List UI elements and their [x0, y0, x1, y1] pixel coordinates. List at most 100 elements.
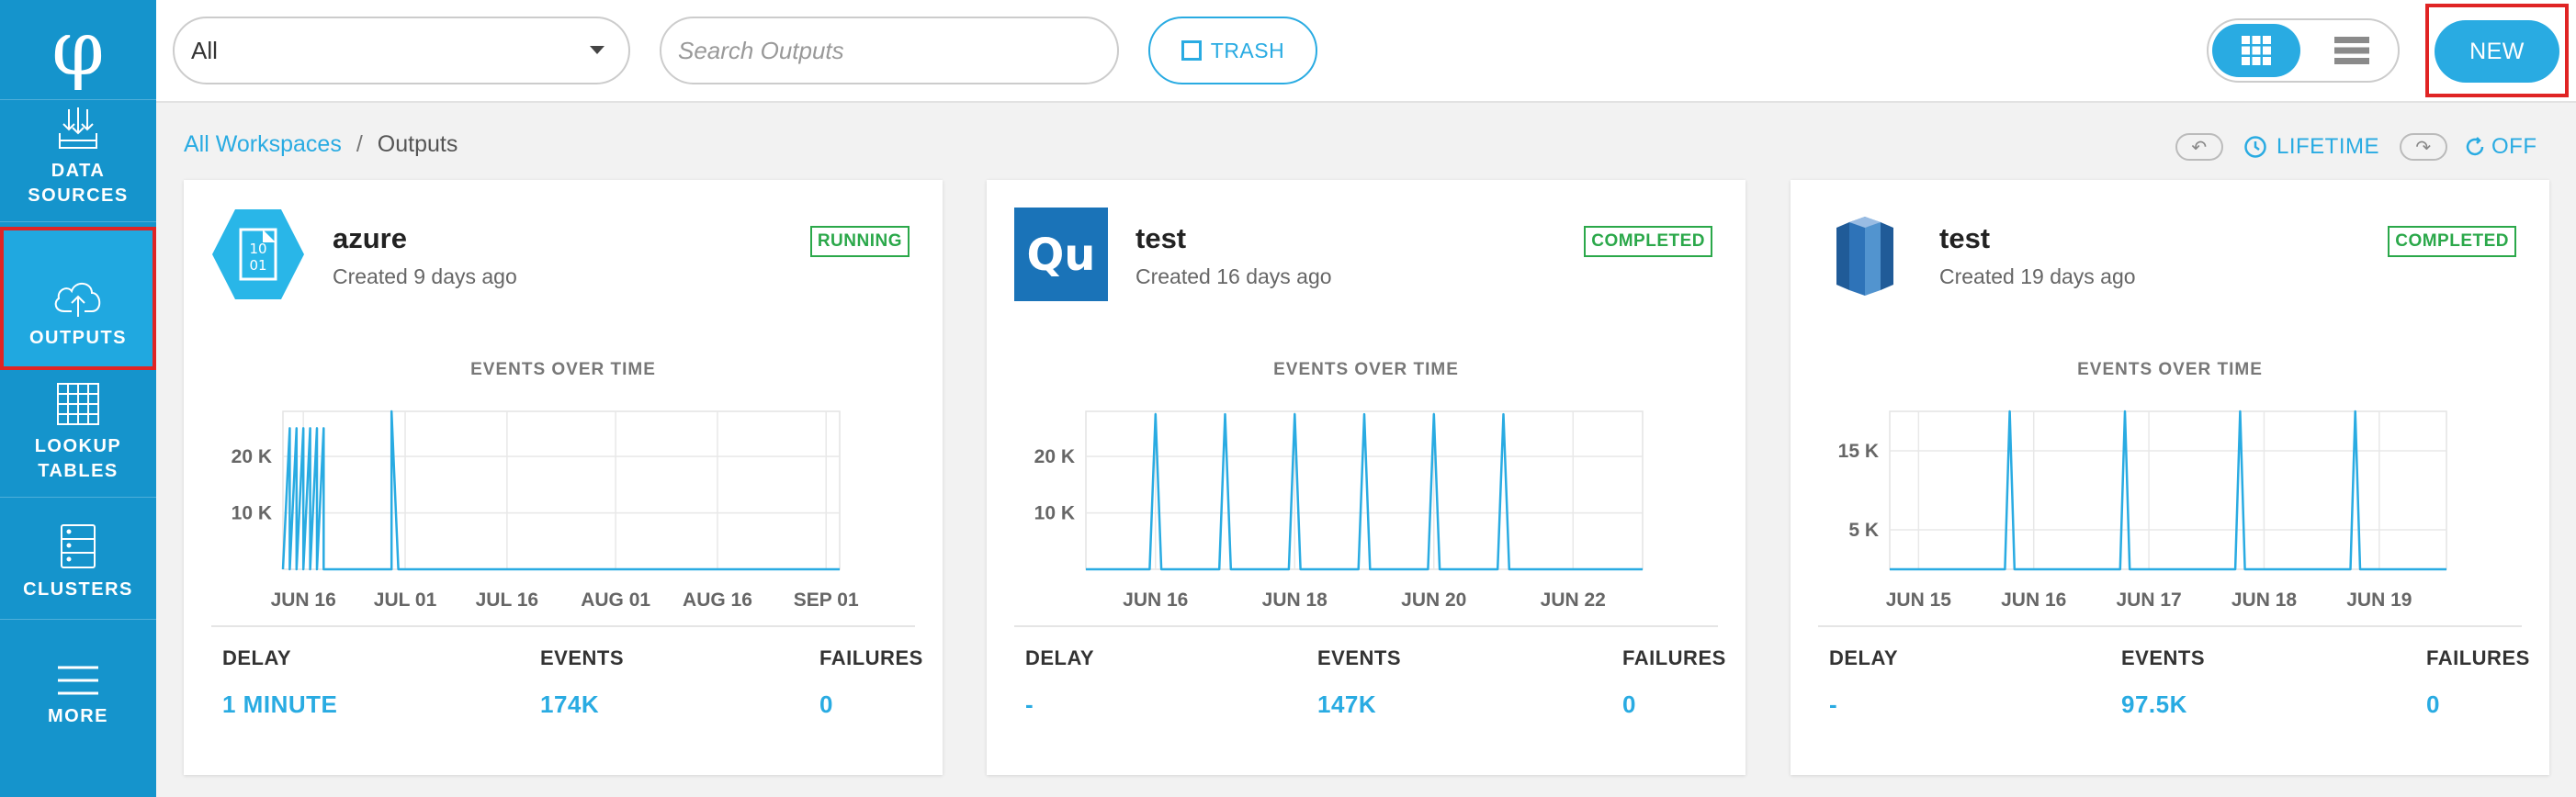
lifetime-range-button[interactable]: LIFETIME [2277, 134, 2380, 159]
failures-label: FAILURES [1622, 646, 1726, 669]
output-created: Created 19 days ago [1939, 264, 2136, 288]
divider [1818, 625, 2522, 627]
sidebar-item-label: DATA SOURCES [28, 161, 129, 206]
sidebar-item-clusters[interactable]: CLUSTERS [0, 499, 156, 620]
breadcrumb-separator: / [356, 131, 363, 157]
sidebar-item-more[interactable]: MORE [0, 621, 156, 751]
events-chart: JUN 16 JUN 18 JUN 20 JUN 22 10 K 20 K [1034, 410, 1644, 611]
x-tick-label: JUN 16 [271, 589, 336, 611]
x-tick-label: JUN 16 [1123, 589, 1188, 611]
grid-view-button[interactable] [2212, 24, 2300, 77]
events-label: EVENTS [540, 646, 625, 669]
x-tick-label: JUN 18 [2231, 589, 2298, 611]
breadcrumb: All Workspaces / Outputs [184, 131, 458, 158]
app-logo[interactable]: φ [0, 0, 156, 100]
table-grid-icon [57, 383, 99, 425]
output-card[interactable]: Qu test Created 16 days ago COMPLETED EV… [987, 180, 1746, 775]
delay-label: DELAY [1829, 646, 1899, 669]
list-view-button[interactable] [2308, 24, 2396, 77]
redo-button[interactable]: ↷ [2400, 133, 2448, 161]
azure-blob-icon: 10 01 [212, 209, 304, 299]
x-tick-label: AUG 16 [683, 589, 752, 611]
sidebar-item-label: CLUSTERS [23, 579, 133, 600]
new-button[interactable]: NEW [2435, 20, 2559, 83]
plot-frame [1889, 410, 2447, 570]
svg-text:10: 10 [249, 241, 266, 257]
output-card[interactable]: test Created 19 days ago COMPLETED EVENT… [1791, 180, 2549, 775]
sidebar-item-lookup-tables[interactable]: LOOKUP TABLES [0, 371, 156, 498]
hamburger-icon [58, 666, 98, 695]
sidebar-item-data-sources[interactable]: DATA SOURCES [0, 99, 156, 222]
chart-title: EVENTS OVER TIME [1273, 360, 1459, 379]
undo-button[interactable]: ↶ [2175, 133, 2223, 161]
chart-title: EVENTS OVER TIME [2077, 360, 2263, 379]
trash-label: TRASH [1210, 38, 1285, 62]
redshift-icon [1836, 217, 1893, 296]
qubole-icon-text: Qu [1027, 230, 1096, 281]
x-tick-label: AUG 01 [581, 589, 650, 611]
x-tick-label: JUN 22 [1541, 589, 1606, 611]
new-button-highlight: NEW [2425, 4, 2569, 97]
workspace-filter-select[interactable]: All [173, 17, 630, 84]
time-controls: ↶ LIFETIME ↷ OFF [2175, 129, 2537, 165]
output-name: azure [333, 222, 407, 254]
y-tick-label: 20 K [1034, 446, 1075, 467]
output-created: Created 9 days ago [333, 264, 517, 288]
status-badge: RUNNING [809, 226, 910, 257]
svg-text:01: 01 [249, 257, 266, 274]
y-tick-label: 10 K [232, 503, 272, 524]
delay-label: DELAY [222, 646, 292, 669]
series-line [1086, 412, 1643, 571]
trash-button[interactable]: TRASH [1148, 17, 1317, 84]
events-chart: JUN 15 JUN 16 JUN 17 JUN 18 JUN 19 5 K 15 K [1838, 410, 2447, 611]
output-card[interactable]: 10 01 azure Created 9 days ago RUNNING E… [184, 180, 943, 775]
failures-value: 0 [819, 690, 833, 718]
y-tick-label: 10 K [1034, 503, 1075, 524]
breadcrumb-current: Outputs [377, 131, 458, 157]
status-badge: COMPLETED [1584, 226, 1712, 257]
delay-value: - [1025, 690, 1034, 718]
filter-value: All [191, 36, 218, 64]
events-label: EVENTS [2121, 646, 2206, 669]
y-tick-label: 20 K [232, 446, 272, 467]
redo-icon: ↷ [2415, 137, 2432, 158]
plot-frame [1085, 410, 1644, 570]
logo-glyph: φ [51, 6, 105, 93]
sidebar-item-outputs[interactable]: OUTPUTS [0, 227, 156, 370]
x-tick-label: JUN 19 [2346, 589, 2412, 611]
caret-down-icon [590, 46, 604, 54]
auto-refresh-toggle[interactable]: OFF [2491, 134, 2537, 159]
x-tick-label: JUN 17 [2117, 589, 2182, 611]
status-badge: COMPLETED [2388, 226, 2516, 257]
events-value: 97.5K [2121, 690, 2187, 718]
events-label: EVENTS [1317, 646, 1402, 669]
breadcrumb-all-workspaces[interactable]: All Workspaces [184, 131, 342, 157]
series-line [1890, 410, 2446, 571]
qubole-icon: Qu [1014, 208, 1108, 301]
sidebar-item-label: MORE [48, 706, 108, 726]
x-tick-label: JUN 16 [2001, 589, 2066, 611]
failures-label: FAILURES [819, 646, 923, 669]
series-line [281, 410, 840, 571]
list-view-icon [2334, 37, 2369, 64]
delay-value: - [1829, 690, 1838, 718]
x-tick-label: JUL 16 [476, 589, 539, 611]
failures-label: FAILURES [2426, 646, 2530, 669]
x-tick-label: JUN 18 [1262, 589, 1328, 611]
delay-label: DELAY [1025, 646, 1095, 669]
x-tick-label: SEP 01 [794, 589, 859, 611]
server-rack-icon [61, 524, 96, 568]
search-input[interactable] [660, 17, 1119, 84]
failures-value: 0 [1622, 690, 1636, 718]
output-name: test [1135, 222, 1187, 254]
events-value: 147K [1317, 690, 1377, 718]
sidebar-item-label: LOOKUP TABLES [34, 436, 122, 481]
y-tick-label: 15 K [1838, 441, 1879, 462]
refresh-icon [2466, 137, 2484, 156]
checkbox-icon [1181, 40, 1202, 61]
data-sources-icon [59, 107, 97, 149]
top-toolbar: All TRASH NEW [156, 0, 2576, 103]
divider [211, 625, 915, 627]
clock-icon [2244, 136, 2266, 158]
events-value: 174K [540, 690, 600, 718]
